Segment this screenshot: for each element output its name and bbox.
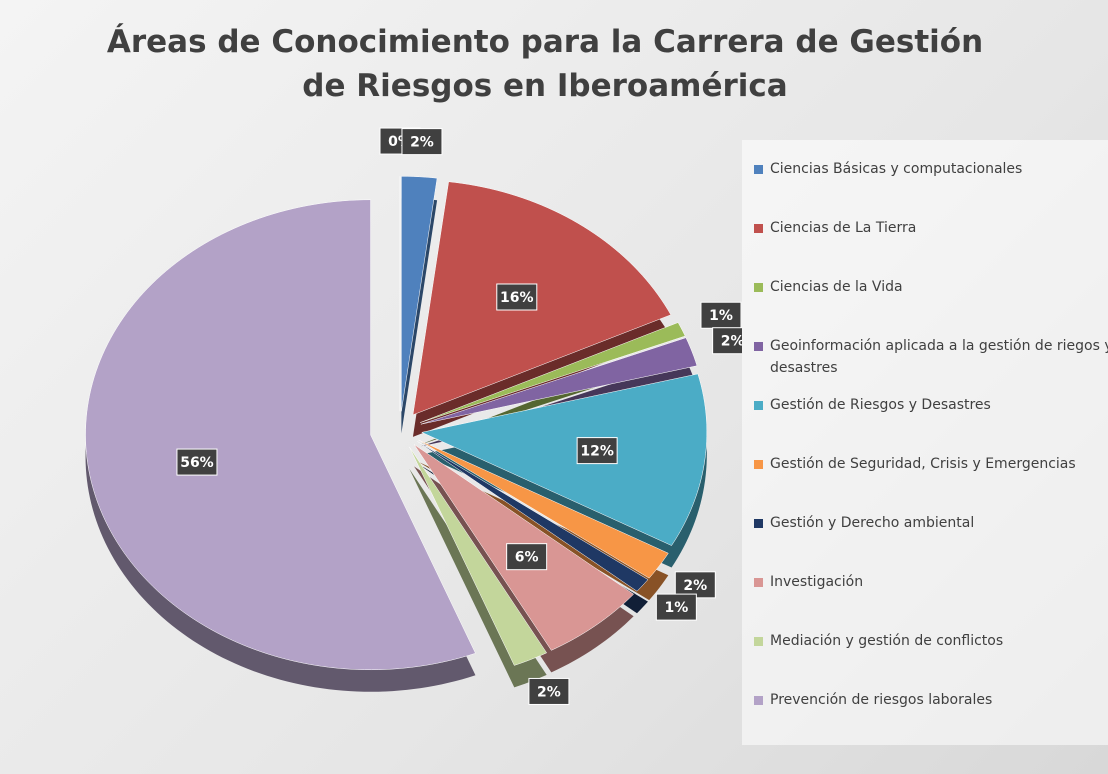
legend-item: Gestión y Derecho ambiental — [754, 512, 1108, 534]
slice — [409, 446, 548, 666]
slice — [421, 373, 708, 546]
slice — [420, 337, 698, 425]
legend-label: Investigación — [770, 574, 864, 590]
data-label-box — [576, 437, 618, 465]
slice — [412, 181, 672, 416]
legend-label: Prevención de riesgos laborales — [770, 692, 993, 708]
data-label-box — [528, 677, 570, 705]
legend-label: Gestión y Derecho ambiental — [770, 515, 975, 531]
legend-item: Gestión de Seguridad, Crisis y Emergenci… — [754, 453, 1108, 475]
slice — [417, 441, 649, 592]
data-label-text: 2% — [721, 334, 742, 350]
legend-label: Geoinformación aplicada a la gestión de … — [770, 338, 1108, 376]
data-label: 2% — [674, 571, 716, 599]
legend-swatch — [754, 578, 763, 587]
data-label-text: 16% — [500, 290, 534, 306]
data-label-box — [674, 571, 716, 599]
slice — [418, 439, 669, 579]
legend-swatch — [754, 224, 763, 233]
legend-swatch — [754, 696, 763, 705]
legend-item: Investigación — [754, 571, 1108, 593]
legend-item: Gestión de Riesgos y Desastres — [754, 394, 1108, 416]
legend-swatch — [754, 637, 763, 646]
legend-swatch — [754, 519, 763, 528]
legend-label: Ciencias de la Vida — [770, 279, 903, 295]
data-label: 2% — [528, 677, 570, 705]
data-label: 2% — [712, 327, 742, 355]
data-label-text: 2% — [683, 578, 707, 594]
data-label: 56% — [176, 448, 218, 476]
data-label-box — [176, 448, 218, 476]
chart-title: Áreas de Conocimiento para la Carrera de… — [106, 24, 984, 104]
legend-item: Mediación y gestión de conflictos — [754, 630, 1108, 652]
slice — [420, 322, 686, 423]
data-label-text: 2% — [410, 135, 434, 151]
legend-swatch — [754, 165, 763, 174]
data-label-text: 12% — [580, 444, 614, 460]
legend-item: Ciencias de La Tierra — [754, 217, 1108, 239]
data-label: 6% — [506, 543, 548, 571]
data-label-text: 1% — [664, 600, 688, 616]
data-label: 1% — [700, 301, 742, 329]
plot: 0%2%16%1%2%12%2%1%6%2%56% — [85, 127, 742, 705]
legend-swatch — [754, 401, 763, 410]
legend-label: Gestión de Riesgos y Desastres — [770, 397, 991, 413]
data-label-text: 56% — [180, 455, 214, 471]
data-label-text: 2% — [537, 684, 561, 700]
legend-item: Prevención de riesgos laborales — [754, 689, 1108, 711]
data-label-box — [401, 128, 443, 156]
legend-label: Ciencias Básicas y computacionales — [770, 161, 1023, 177]
slice — [401, 176, 438, 412]
data-label-box — [655, 593, 697, 621]
legend-swatch — [754, 283, 763, 292]
legend-item: Geoinformación aplicada a la gestión de … — [754, 335, 1108, 379]
slice — [85, 199, 476, 671]
data-label-box — [712, 327, 742, 355]
legend: Ciencias Básicas y computacionales Cienci… — [742, 140, 1108, 745]
legend-swatch — [754, 460, 763, 469]
data-label-box — [496, 283, 538, 311]
legend-item: Ciencias Básicas y computacionales — [754, 158, 1108, 180]
data-label: 2% — [401, 128, 443, 156]
data-label: 12% — [576, 437, 618, 465]
legend-item: Ciencias de la Vida — [754, 276, 1108, 298]
data-label-text: 6% — [515, 550, 539, 566]
data-label: 1% — [655, 593, 697, 621]
legend-swatch — [754, 342, 763, 351]
data-label: 16% — [496, 283, 538, 311]
legend-label: Ciencias de La Tierra — [770, 220, 917, 236]
legend-label: Mediación y gestión de conflictos — [770, 633, 1004, 649]
legend-label: Gestión de Seguridad, Crisis y Emergenci… — [770, 456, 1076, 472]
data-label-box — [700, 301, 742, 329]
data-label-box — [506, 543, 548, 571]
data-label-text: 1% — [709, 308, 733, 324]
